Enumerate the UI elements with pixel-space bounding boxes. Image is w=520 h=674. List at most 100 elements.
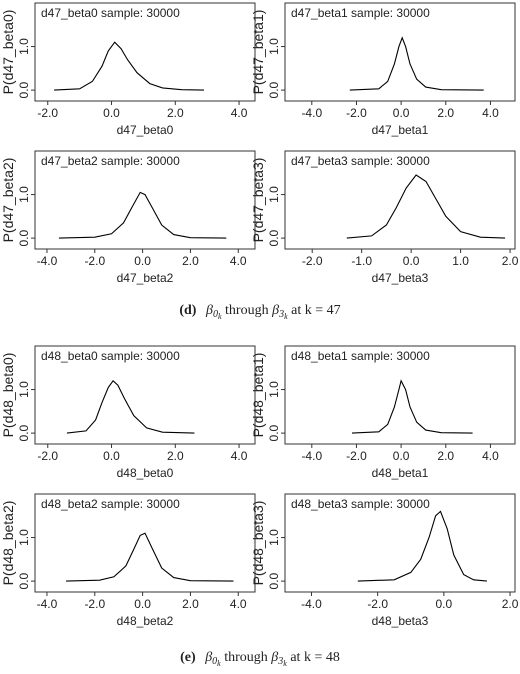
x-tick-label: -1.0 [351,254,372,268]
x-axis-label: d47_beta3 [372,271,429,285]
y-tick-label: 1.0 [17,529,31,546]
density-line [349,36,484,91]
y-axis-label: P(d48_beta0) [0,353,16,438]
density-line [66,532,234,582]
x-tick-label: -4.0 [301,597,322,611]
y-tick-label: 1.0 [267,38,281,55]
x-axis-label: d47_beta0 [117,123,174,137]
y-tick-label: 1.0 [17,186,31,203]
caption-text: through [225,303,269,318]
x-tick-label: -2.0 [84,254,105,268]
x-tick-label: 0.0 [103,449,120,463]
caption-subsub: k [217,659,221,668]
caption-text: at k = 47 [291,303,341,318]
plot-frame [284,2,516,102]
x-axis-label: d47_beta1 [372,123,429,137]
x-tick-label: 2.0 [502,597,519,611]
x-tick-label: 0.0 [393,449,410,463]
x-tick-label: 0.0 [393,106,410,120]
y-tick-label: 0.0 [267,424,281,441]
x-tick-label: -4.0 [37,597,58,611]
caption: (e) β0k through β3k at k = 48 [180,650,340,670]
x-tick-label: 0.0 [403,254,420,268]
x-tick-label: -4.0 [37,254,58,268]
panel-title: d47_beta3 sample: 30000 [291,154,430,168]
x-tick-label: 0.0 [134,254,151,268]
x-tick-label: -2.0 [37,449,58,463]
y-tick-label: 1.0 [267,381,281,398]
x-tick-label: 4.0 [230,254,247,268]
x-axis-label: d47_beta2 [117,271,174,285]
x-tick-label: -2.0 [84,597,105,611]
panel-title: d48_beta2 sample: 30000 [41,497,180,511]
x-tick-label: -2.0 [346,449,367,463]
density-line [54,41,205,91]
plot-frame [284,493,516,593]
caption-subsub: k [283,659,287,668]
x-tick-label: 4.0 [482,106,499,120]
y-axis-label: P(d48_beta3) [250,501,266,586]
y-tick-label: 0.0 [17,229,31,246]
plot-frame [284,345,516,445]
density-line [66,379,195,434]
density-line [351,379,473,434]
x-tick-label: 1.0 [452,254,469,268]
x-axis-label: d48_beta0 [117,466,174,480]
caption-symbol: β [271,303,279,318]
caption-sub: 0 [213,309,218,320]
x-axis-label: d48_beta3 [372,614,429,628]
x-tick-label: 2.0 [167,449,184,463]
y-tick-label: 0.0 [17,81,31,98]
panel-title: d48_beta0 sample: 30000 [41,349,180,363]
x-axis-label: d48_beta1 [372,466,429,480]
density-line [357,510,487,582]
caption-symbol: β [205,303,213,318]
x-axis-label: d48_beta2 [117,614,174,628]
caption-subsub: k [284,312,288,321]
x-tick-label: 4.0 [231,449,248,463]
caption-symbol: β [204,650,212,665]
x-tick-label: 2.0 [437,106,454,120]
panel-title: d48_beta3 sample: 30000 [291,497,430,511]
density-line [346,174,506,239]
y-tick-label: 1.0 [267,186,281,203]
y-tick-label: 0.0 [17,572,31,589]
y-axis-label: P(d47_beta0) [0,10,16,95]
x-tick-label: 4.0 [230,597,247,611]
caption-subsub: k [218,312,222,321]
x-tick-label: 0.0 [134,597,151,611]
y-axis-label: P(d47_beta1) [250,10,266,95]
x-tick-label: 4.0 [231,106,248,120]
plot-frame [34,150,256,250]
plot-frame [34,345,256,445]
x-tick-label: 0.0 [103,106,120,120]
y-tick-label: 1.0 [17,38,31,55]
x-tick-label: 2.0 [167,106,184,120]
panel-title: d47_beta0 sample: 30000 [41,6,180,20]
y-tick-label: 0.0 [267,572,281,589]
caption-sub: 3 [277,656,283,667]
x-tick-label: 2.0 [182,597,199,611]
x-tick-label: 2.0 [502,254,519,268]
plot-frame [34,2,256,102]
caption-label: (d) [179,303,196,318]
caption-text: at k = 48 [290,650,340,665]
plot-frame [34,493,256,593]
caption-sub: 3 [278,309,284,320]
caption-text: through [224,650,268,665]
panel-title: d47_beta1 sample: 30000 [291,6,430,20]
panel-title: d47_beta2 sample: 30000 [41,154,180,168]
x-tick-label: 2.0 [437,449,454,463]
density-line [58,191,227,239]
x-tick-label: -2.0 [37,106,58,120]
y-tick-label: 1.0 [267,529,281,546]
y-axis-label: P(d48_beta2) [0,501,16,586]
y-tick-label: 1.0 [17,381,31,398]
x-tick-label: -4.0 [301,449,322,463]
plot-frame [284,150,516,250]
x-tick-label: -2.0 [367,597,388,611]
y-axis-label: P(d47_beta3) [250,158,266,243]
x-tick-label: 2.0 [182,254,199,268]
y-axis-label: P(d48_beta1) [250,353,266,438]
y-axis-label: P(d47_beta2) [0,158,16,243]
